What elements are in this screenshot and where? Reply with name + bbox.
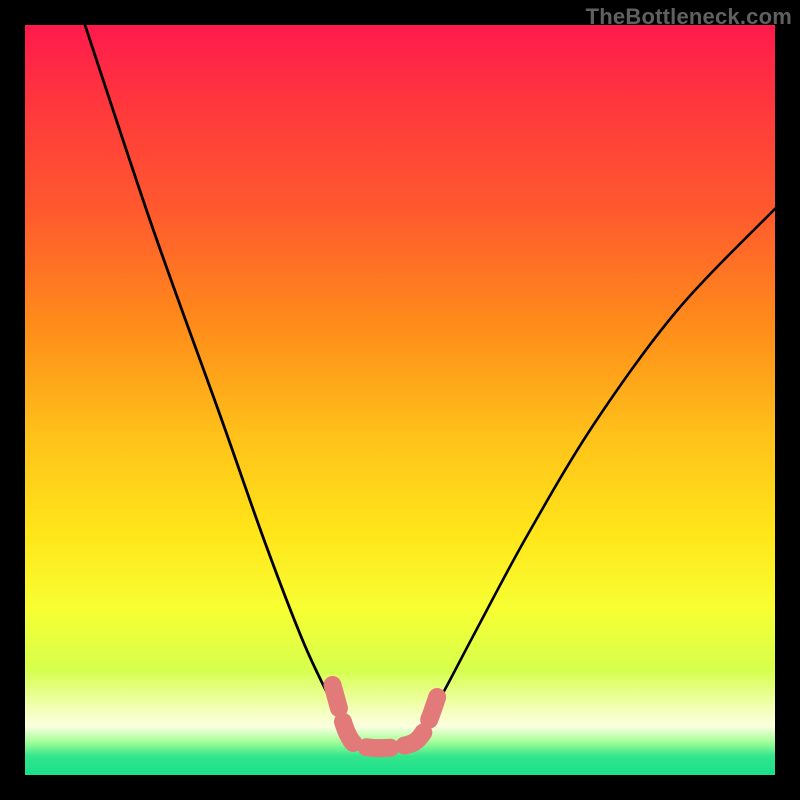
plot-area: [25, 25, 775, 775]
gradient-background: [25, 25, 775, 775]
bottleneck-chart-svg: [25, 25, 775, 775]
chart-container: TheBottleneck.com: [0, 0, 800, 800]
